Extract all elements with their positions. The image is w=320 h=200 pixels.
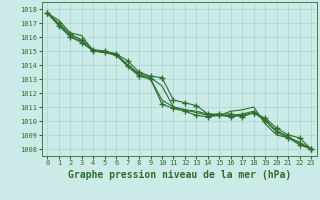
- X-axis label: Graphe pression niveau de la mer (hPa): Graphe pression niveau de la mer (hPa): [68, 170, 291, 180]
